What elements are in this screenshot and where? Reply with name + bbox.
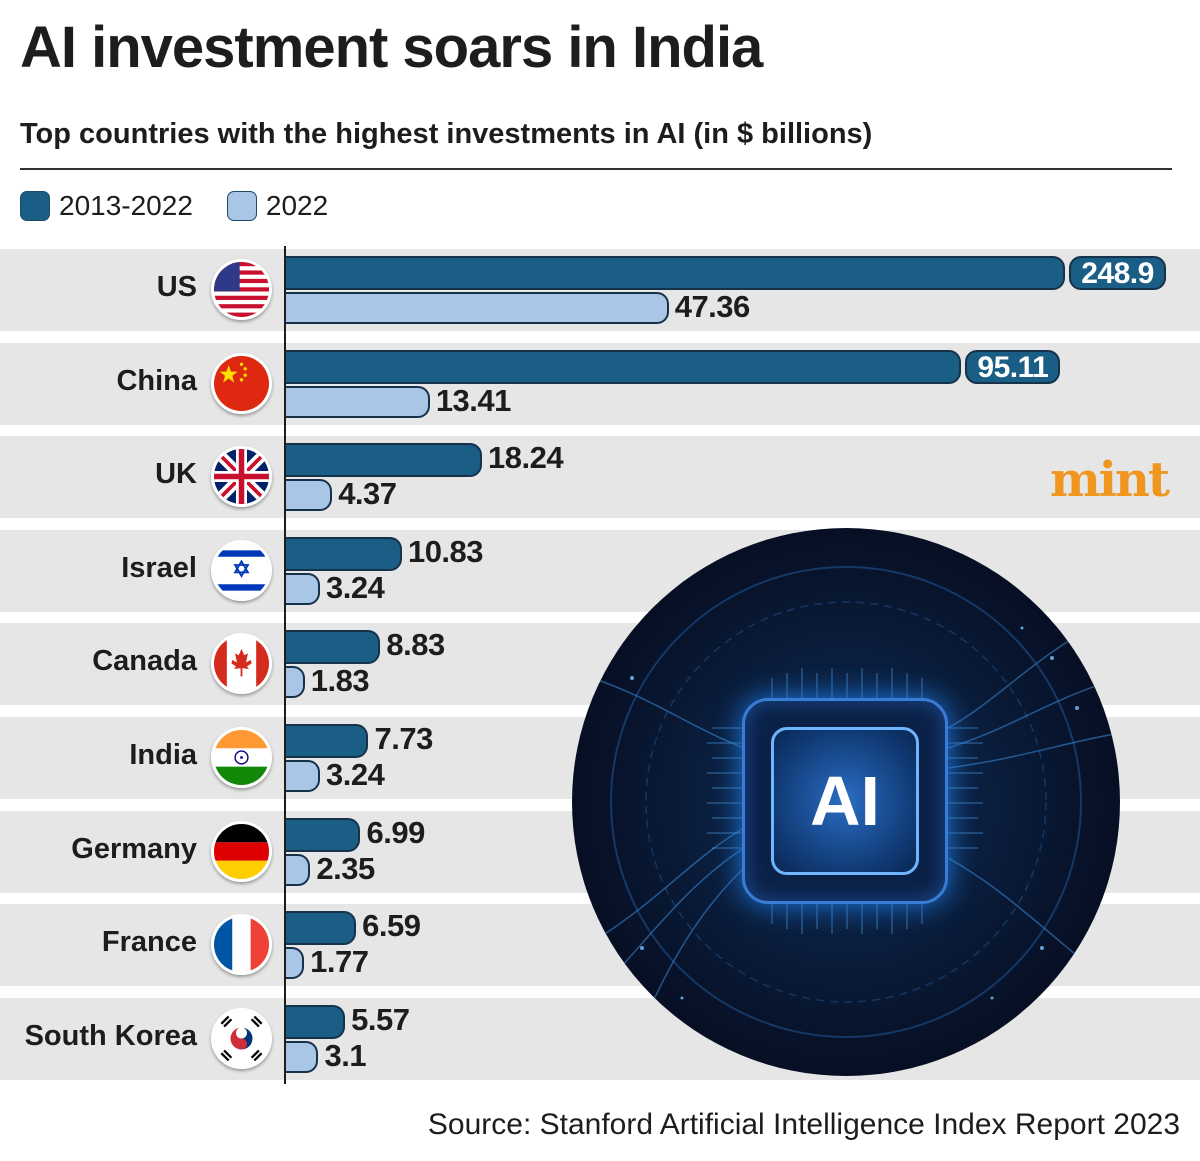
legend-swatch-light (226, 191, 257, 221)
legend-label-2022: 2022 (265, 190, 329, 221)
bar-2022-uk (285, 479, 333, 512)
value-label-2022-south-korea: 3.1 (324, 1037, 367, 1073)
legend-item-2013-2022: 2013-2022 (20, 190, 193, 222)
source-note: Source: Stanford Artificial Intelligence… (427, 1108, 1180, 1141)
flag-icon-india (211, 727, 272, 788)
value-label-2022-israel: 3.24 (325, 569, 385, 605)
flag-icon-china (211, 352, 272, 414)
legend-swatch-dark (20, 191, 50, 221)
category-label-israel: Israel (121, 551, 197, 584)
flag-icon-israel (211, 539, 272, 601)
mint-logo: mint (1050, 452, 1170, 508)
bar-2022-us (285, 292, 669, 324)
flag-icon-us (211, 259, 272, 320)
bar-2013-2022-us (285, 256, 1066, 290)
value-label-2022-canada: 1.83 (310, 663, 370, 699)
value-label-2013-2022-china: 95.11 (965, 349, 1061, 384)
row-band-uk (0, 436, 1200, 519)
value-label-2022-france: 1.77 (310, 944, 369, 980)
bar-2022-germany (285, 853, 311, 886)
bar-2022-france (285, 947, 305, 980)
y-axis-line (284, 246, 286, 1084)
category-label-china: China (116, 364, 197, 397)
value-label-2013-2022-israel: 10.83 (407, 533, 484, 569)
bar-2022-israel (285, 572, 320, 605)
legend-item-2022: 2022 (226, 190, 329, 222)
ai-chip-illustration: AI (572, 528, 1120, 1076)
category-label-germany: Germany (71, 832, 197, 865)
category-label-india: India (129, 739, 197, 771)
category-label-canada: Canada (92, 645, 197, 678)
category-label-uk: UK (155, 458, 197, 491)
value-label-2022-uk: 4.37 (338, 476, 397, 512)
value-label-2022-china: 13.41 (435, 382, 512, 418)
category-label-south-korea: South Korea (24, 1019, 197, 1052)
bar-2022-india (285, 760, 320, 792)
value-label-2013-2022-us: 248.9 (1069, 256, 1166, 290)
value-label-2013-2022-france: 6.59 (362, 908, 421, 944)
bar-2013-2022-israel (285, 536, 402, 571)
bar-2013-2022-south-korea (285, 1004, 346, 1039)
category-label-us: US (156, 271, 197, 303)
value-label-2022-india: 3.24 (325, 757, 385, 792)
value-label-2013-2022-india: 7.73 (374, 721, 433, 756)
bar-2013-2022-germany (285, 817, 361, 852)
legend: 2013-2022 2022 (20, 190, 362, 222)
bar-2013-2022-china (285, 349, 962, 384)
bar-2022-china (285, 385, 430, 418)
legend-label-2013-2022: 2013-2022 (59, 190, 193, 221)
flag-icon-germany (211, 820, 272, 882)
value-label-2013-2022-canada: 8.83 (386, 627, 445, 663)
circuit-lines (581, 566, 1120, 1049)
chart-title: AI investment soars in India (20, 15, 763, 80)
value-label-2013-2022-uk: 18.24 (487, 440, 564, 476)
flag-icon-uk (211, 446, 272, 508)
flag-icon-canada (211, 633, 272, 695)
value-label-2013-2022-germany: 6.99 (366, 814, 425, 850)
bar-2013-2022-india (285, 724, 369, 758)
flag-icon-south-korea (211, 1007, 272, 1069)
category-label-france: France (101, 926, 197, 959)
chip-label: AI (771, 727, 919, 875)
title-divider (20, 168, 1172, 170)
flag-icon-france (211, 914, 272, 976)
value-label-2022-us: 47.36 (674, 289, 751, 324)
chart-subtitle: Top countries with the highest investmen… (20, 118, 873, 150)
bar-2013-2022-france (285, 911, 357, 946)
bar-2022-canada (285, 666, 305, 699)
bar-2013-2022-uk (285, 443, 482, 478)
value-label-2013-2022-south-korea: 5.57 (351, 1001, 410, 1037)
chip: AI (742, 698, 948, 904)
bar-2022-south-korea (285, 1040, 319, 1073)
bar-2013-2022-canada (285, 630, 381, 665)
value-label-2022-germany: 2.35 (316, 850, 375, 886)
